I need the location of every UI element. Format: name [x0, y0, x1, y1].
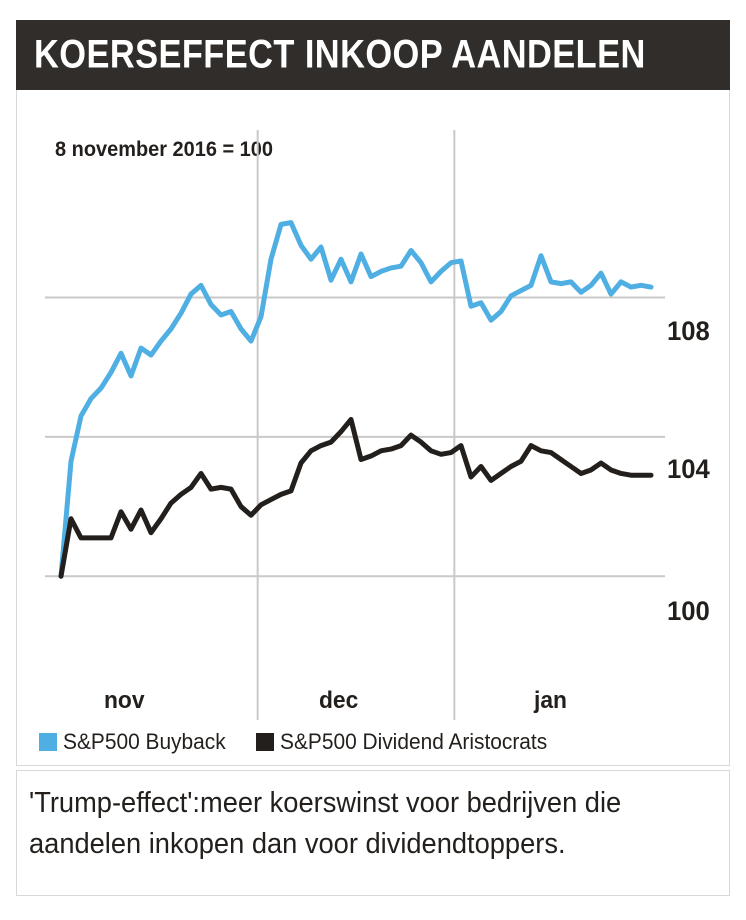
y-axis-label-104: 104: [667, 454, 710, 484]
legend-swatch-icon: [39, 733, 57, 751]
series-line: [58, 220, 654, 579]
legend-item-aristocrats: S&P500 Dividend Aristocrats: [256, 729, 561, 755]
infographic-figure: KOERSEFFECT INKOOP AANDELEN 8 november 2…: [16, 20, 730, 896]
y-axis-label-100: 100: [667, 596, 710, 626]
title-bar: KOERSEFFECT INKOOP AANDELEN: [16, 20, 730, 90]
x-axis-label-nov: nov: [104, 687, 145, 714]
page-title: KOERSEFFECT INKOOP AANDELEN: [34, 32, 646, 77]
series-lines: [58, 220, 654, 579]
plot-area: [45, 130, 671, 730]
chart-legend: S&P500 Buyback S&P500 Dividend Aristocra…: [39, 729, 562, 755]
gridlines: [45, 130, 665, 720]
series-line: [58, 416, 654, 579]
x-axis-label-jan: jan: [534, 687, 567, 714]
legend-label-aristocrats: S&P500 Dividend Aristocrats: [280, 729, 548, 754]
caption-box: 'Trump-effect':meer koerswinst voor bedr…: [16, 770, 730, 896]
caption-text: 'Trump-effect':meer koerswinst voor bedr…: [29, 787, 622, 861]
legend-swatch-icon: [256, 733, 275, 751]
x-axis-label-dec: dec: [319, 687, 359, 714]
legend-label-buyback: S&P500 Buyback: [63, 729, 226, 754]
y-axis-label-108: 108: [667, 316, 710, 346]
legend-item-buyback: S&P500 Buyback: [39, 729, 234, 755]
line-chart: [45, 130, 665, 720]
chart-panel: 8 november 2016 = 100 108 104 100 nov de…: [16, 90, 730, 766]
chart-subtitle: 8 november 2016 = 100: [55, 138, 273, 161]
